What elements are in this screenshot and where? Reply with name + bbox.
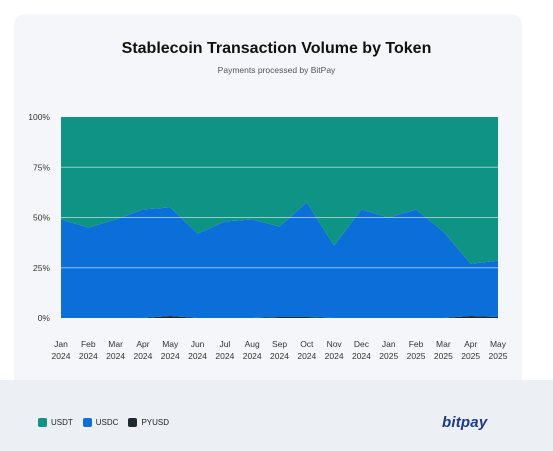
x-tick-label-year: 2024: [133, 351, 152, 361]
area-usdt: [61, 117, 498, 264]
legend-swatch: [128, 418, 138, 427]
y-tick-label: 25%: [33, 263, 50, 273]
legend-label: PYUSD: [141, 418, 170, 427]
x-tick-label-month: Sep: [272, 339, 287, 349]
x-tick-label-year: 2024: [79, 351, 98, 361]
legend-swatch: [82, 418, 92, 427]
x-tick-label-year: 2024: [325, 351, 344, 361]
legend-item-usdc: USDC: [82, 418, 119, 427]
legend-label: USDC: [95, 418, 119, 427]
x-tick-label-year: 2025: [489, 351, 508, 361]
x-tick-label-year: 2024: [215, 351, 234, 361]
chart-footer: [0, 380, 553, 451]
x-tick-label-year: 2025: [434, 351, 453, 361]
x-tick-label-month: Mar: [108, 339, 123, 349]
x-tick-label-month: May: [490, 339, 507, 349]
x-tick-label-month: Nov: [327, 339, 343, 349]
x-tick-label-month: Jan: [54, 339, 68, 349]
x-tick-label-year: 2025: [407, 351, 426, 361]
legend-item-pyusd: PYUSD: [128, 418, 169, 427]
x-tick-label-month: Apr: [464, 339, 477, 349]
chart-subtitle: Payments processed by BitPay: [217, 65, 336, 75]
x-tick-label-month: Feb: [81, 339, 96, 349]
x-tick-label-year: 2024: [297, 351, 316, 361]
x-tick-label-month: Jan: [382, 339, 396, 349]
chart-legend: USDT USDC PYUSD: [38, 418, 169, 427]
x-tick-label-month: May: [162, 339, 179, 349]
area-usdc: [61, 202, 498, 318]
x-tick-label-year: 2024: [243, 351, 262, 361]
y-tick-label: 100%: [28, 112, 50, 122]
bitpay-logo: bitpay: [442, 414, 488, 431]
x-tick-label-month: Aug: [245, 339, 260, 349]
x-tick-label-month: Dec: [354, 339, 370, 349]
chart-title: Stablecoin Transaction Volume by Token: [121, 40, 432, 57]
y-tick-label: 50%: [33, 213, 50, 223]
y-tick-label: 75%: [33, 162, 50, 172]
x-tick-label-month: Mar: [436, 339, 451, 349]
x-tick-label-month: Oct: [300, 339, 314, 349]
x-tick-label-year: 2024: [270, 351, 289, 361]
x-tick-label-year: 2024: [106, 351, 125, 361]
legend-label: USDT: [51, 418, 73, 427]
x-tick-label-year: 2024: [52, 351, 71, 361]
x-tick-label-month: Jun: [191, 339, 205, 349]
x-tick-label-year: 2024: [161, 351, 180, 361]
x-tick-label-month: Feb: [409, 339, 424, 349]
x-tick-label-year: 2025: [461, 351, 480, 361]
x-tick-label-year: 2025: [379, 351, 398, 361]
x-tick-label-year: 2024: [352, 351, 371, 361]
x-tick-label-month: Apr: [136, 339, 149, 349]
x-tick-label-year: 2024: [188, 351, 207, 361]
legend-item-usdt: USDT: [38, 418, 73, 427]
x-tick-label-month: Jul: [219, 339, 230, 349]
y-tick-label: 0%: [38, 313, 51, 323]
legend-swatch: [38, 418, 47, 427]
